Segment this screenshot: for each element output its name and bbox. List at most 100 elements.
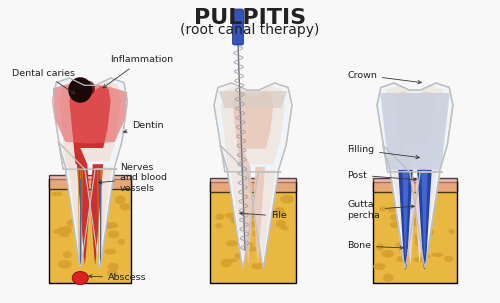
Ellipse shape [226, 240, 237, 246]
FancyBboxPatch shape [49, 175, 131, 189]
Text: Inflammation: Inflammation [103, 55, 173, 88]
Ellipse shape [108, 230, 120, 238]
Ellipse shape [395, 242, 407, 247]
Ellipse shape [82, 81, 95, 95]
Polygon shape [218, 91, 288, 108]
Ellipse shape [68, 77, 92, 103]
Ellipse shape [396, 256, 406, 262]
FancyBboxPatch shape [210, 182, 296, 283]
Ellipse shape [280, 195, 294, 203]
Ellipse shape [274, 207, 284, 216]
Ellipse shape [104, 222, 113, 229]
Ellipse shape [234, 253, 246, 259]
Ellipse shape [380, 207, 386, 211]
Ellipse shape [390, 222, 400, 228]
Ellipse shape [382, 250, 394, 258]
Ellipse shape [276, 222, 282, 227]
Ellipse shape [421, 228, 434, 237]
Polygon shape [214, 83, 292, 268]
Ellipse shape [100, 191, 107, 198]
Ellipse shape [280, 226, 288, 230]
Ellipse shape [376, 243, 384, 251]
FancyBboxPatch shape [49, 179, 131, 283]
Ellipse shape [256, 226, 266, 232]
Ellipse shape [215, 223, 222, 228]
Ellipse shape [107, 222, 118, 228]
Ellipse shape [252, 230, 260, 237]
Ellipse shape [228, 258, 237, 262]
Polygon shape [398, 170, 412, 270]
Ellipse shape [120, 203, 131, 210]
Ellipse shape [52, 192, 62, 196]
Ellipse shape [60, 232, 69, 238]
Ellipse shape [276, 220, 286, 228]
Ellipse shape [58, 227, 65, 232]
Ellipse shape [388, 208, 401, 212]
Polygon shape [221, 86, 285, 264]
Text: Gutta
percha: Gutta percha [347, 200, 414, 220]
Ellipse shape [251, 219, 259, 228]
Text: Dental caries: Dental caries [12, 68, 75, 94]
Ellipse shape [224, 213, 236, 219]
Ellipse shape [108, 263, 119, 271]
Ellipse shape [448, 229, 455, 234]
Ellipse shape [248, 195, 260, 204]
Text: Nerves
and blood
vessels: Nerves and blood vessels [98, 163, 167, 193]
Ellipse shape [107, 269, 118, 278]
Ellipse shape [396, 219, 404, 227]
Ellipse shape [432, 253, 444, 257]
Ellipse shape [394, 201, 405, 209]
Ellipse shape [248, 213, 260, 217]
Polygon shape [377, 83, 453, 268]
Ellipse shape [414, 233, 421, 241]
Ellipse shape [53, 229, 64, 234]
Text: PULPITIS: PULPITIS [194, 8, 306, 28]
Polygon shape [384, 86, 446, 264]
FancyBboxPatch shape [373, 182, 457, 283]
Ellipse shape [252, 263, 264, 269]
Polygon shape [418, 170, 432, 270]
Ellipse shape [423, 193, 434, 199]
Polygon shape [60, 81, 121, 264]
Polygon shape [422, 170, 428, 256]
Ellipse shape [104, 248, 117, 255]
Ellipse shape [414, 257, 427, 262]
Polygon shape [395, 91, 435, 265]
Text: (root canal therapy): (root canal therapy) [180, 23, 320, 37]
FancyBboxPatch shape [210, 178, 296, 192]
Ellipse shape [414, 238, 425, 247]
Ellipse shape [240, 213, 254, 221]
Ellipse shape [115, 195, 126, 204]
Ellipse shape [58, 260, 72, 268]
Text: Filling: Filling [347, 145, 420, 159]
Ellipse shape [230, 217, 240, 224]
Ellipse shape [373, 263, 386, 270]
Ellipse shape [390, 214, 398, 221]
FancyBboxPatch shape [232, 9, 243, 45]
Ellipse shape [383, 274, 394, 282]
Polygon shape [232, 91, 274, 265]
Ellipse shape [118, 239, 125, 245]
Polygon shape [380, 93, 450, 170]
Text: Dentin: Dentin [124, 122, 164, 133]
Ellipse shape [215, 213, 224, 220]
Ellipse shape [220, 259, 232, 268]
Ellipse shape [234, 19, 242, 27]
FancyBboxPatch shape [373, 178, 457, 192]
Ellipse shape [76, 252, 84, 259]
Ellipse shape [97, 241, 103, 248]
Ellipse shape [245, 246, 258, 252]
Ellipse shape [412, 218, 420, 226]
Text: File: File [240, 211, 287, 221]
Polygon shape [402, 170, 408, 256]
Ellipse shape [91, 216, 104, 222]
Ellipse shape [240, 242, 254, 247]
Polygon shape [53, 82, 127, 144]
Ellipse shape [444, 256, 453, 262]
Polygon shape [70, 86, 110, 265]
Text: Crown: Crown [347, 71, 422, 84]
Polygon shape [52, 78, 128, 268]
Ellipse shape [72, 271, 88, 285]
Ellipse shape [422, 254, 430, 259]
Ellipse shape [66, 219, 78, 226]
